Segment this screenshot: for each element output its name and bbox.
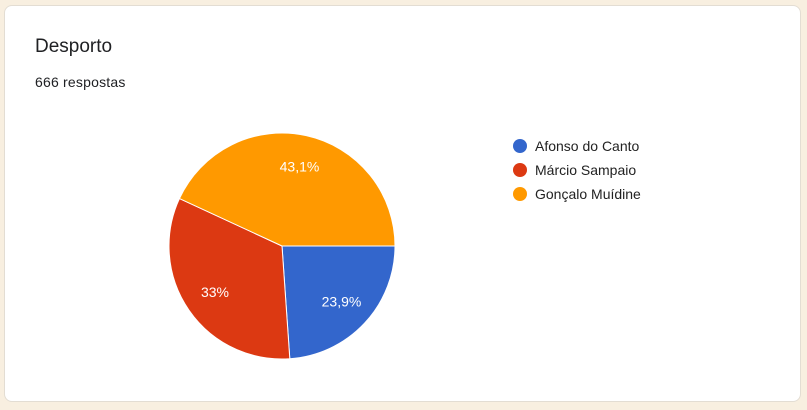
pie-slice[interactable] — [178, 132, 396, 247]
legend-item[interactable]: Afonso do Canto — [513, 134, 641, 158]
slice-label: 33% — [201, 284, 229, 300]
slice-label: 43,1% — [280, 159, 320, 175]
pie-slice[interactable] — [168, 197, 291, 360]
legend: Afonso do Canto Márcio Sampaio Gonçalo M… — [513, 134, 641, 206]
chart-card: Desporto 666 respostas 23,9% 33% 43,1% Afo… — [4, 5, 801, 402]
legend-label: Afonso do Canto — [535, 138, 640, 154]
slice-label: 23,9% — [322, 294, 362, 310]
legend-item[interactable]: Gonçalo Muídine — [513, 182, 641, 206]
question-title: Desporto — [35, 36, 113, 57]
legend-item[interactable]: Márcio Sampaio — [513, 158, 641, 182]
legend-swatch — [513, 163, 527, 177]
response-count: 666 respostas — [35, 74, 126, 90]
legend-swatch — [513, 187, 527, 201]
legend-swatch — [513, 139, 527, 153]
pie-slice[interactable] — [281, 245, 396, 360]
legend-label: Márcio Sampaio — [535, 162, 637, 178]
pie-chart: 23,9% 33% 43,1% — [168, 132, 396, 360]
legend-label: Gonçalo Muídine — [535, 186, 641, 202]
